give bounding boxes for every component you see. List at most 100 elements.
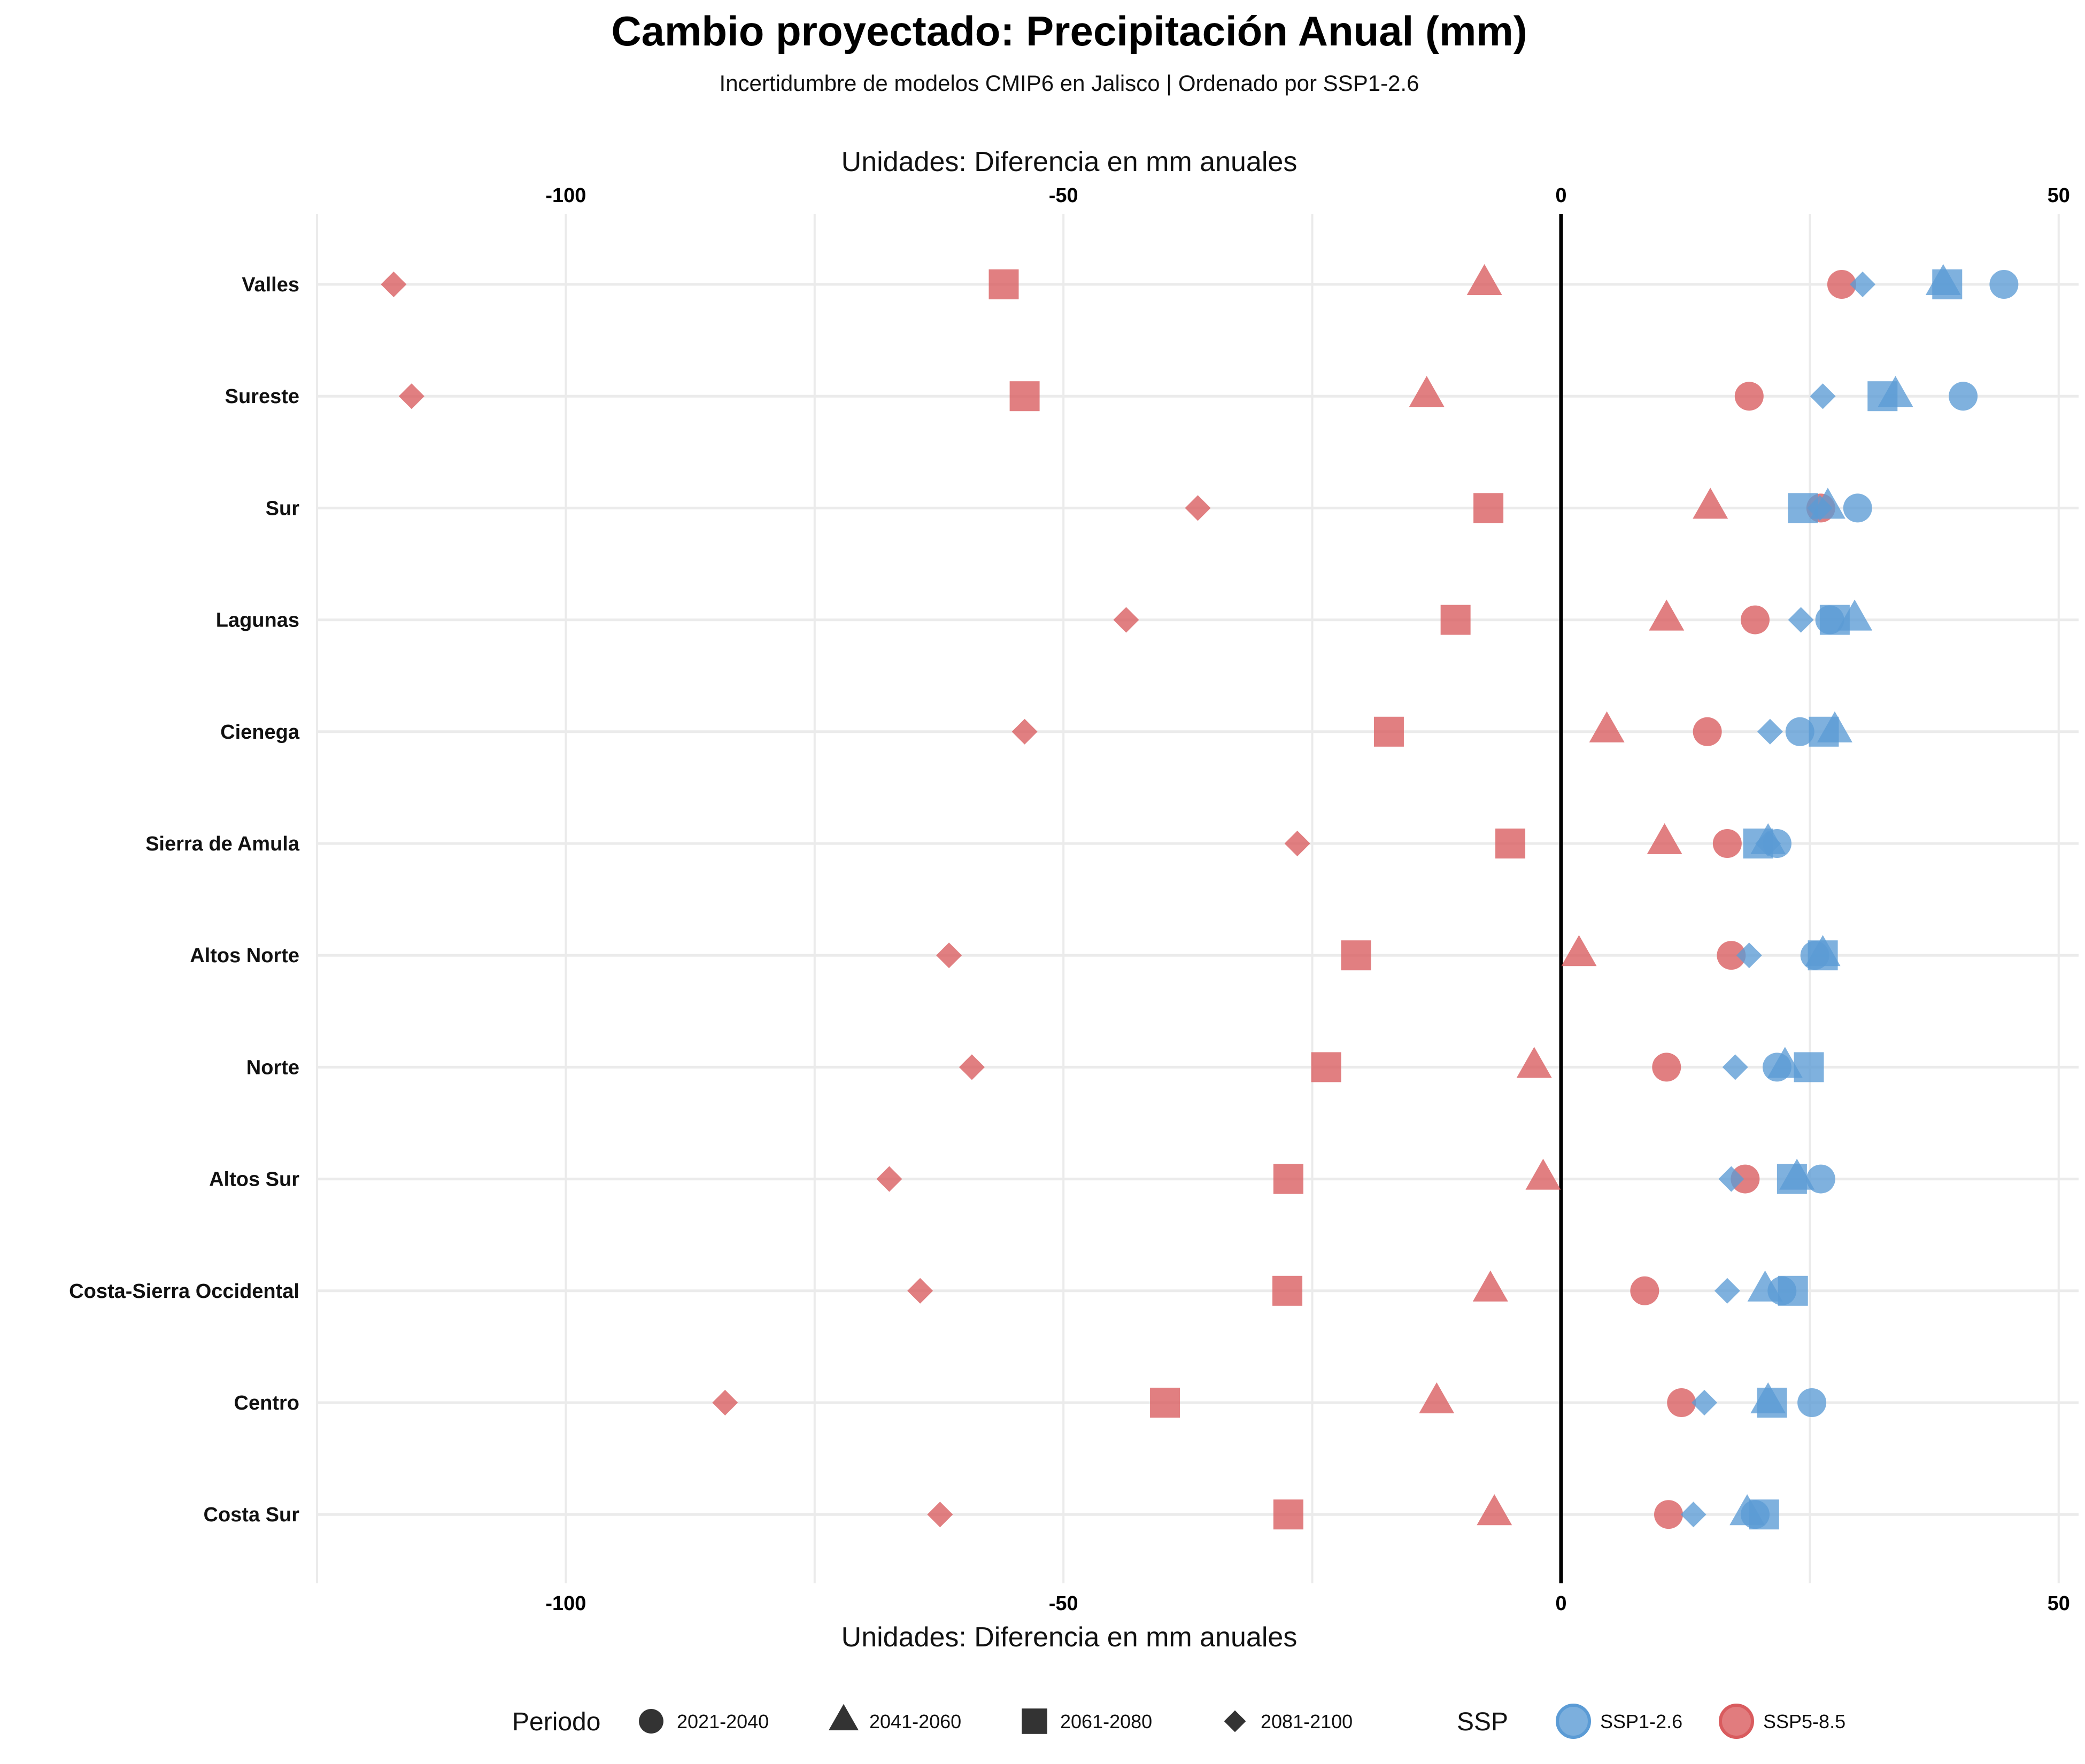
legend-label-period: 2081-2100 bbox=[1261, 1711, 1353, 1732]
point-SSP5-8.5-2081-2100 bbox=[876, 1166, 902, 1192]
point-SSP1-2.6-2081-2100 bbox=[1722, 1054, 1748, 1080]
point-SSP5-8.5-2081-2100 bbox=[959, 1054, 985, 1080]
point-SSP5-8.5-2021-2040 bbox=[1827, 270, 1856, 299]
legend-title-period: Periodo bbox=[512, 1708, 600, 1736]
point-SSP5-8.5-2061-2080 bbox=[1341, 940, 1371, 971]
point-SSP1-2.6-2081-2100 bbox=[1755, 831, 1781, 856]
point-SSP5-8.5-2021-2040 bbox=[1667, 1388, 1696, 1417]
point-SSP5-8.5-2081-2100 bbox=[1185, 495, 1211, 521]
point-SSP1-2.6-2061-2080 bbox=[1794, 1052, 1824, 1082]
legend-color-swatch bbox=[1556, 1704, 1591, 1739]
point-SSP5-8.5-2021-2040 bbox=[1652, 1053, 1681, 1082]
x-tick-label-top: 0 bbox=[1555, 184, 1566, 207]
point-SSP1-2.6-2081-2100 bbox=[1850, 272, 1876, 297]
point-SSP5-8.5-2061-2080 bbox=[1373, 716, 1404, 747]
point-SSP1-2.6-2021-2040 bbox=[1949, 382, 1978, 411]
point-SSP1-2.6-2081-2100 bbox=[1806, 495, 1833, 521]
legend-label-period: 2021-2040 bbox=[677, 1711, 769, 1732]
legend: Periodo SSP 2021-2040 2041-2060 2061-2080 2… bbox=[512, 1704, 1845, 1739]
point-SSP1-2.6-2081-2100 bbox=[1736, 942, 1762, 969]
point-SSP5-8.5-2081-2100 bbox=[936, 942, 962, 969]
point-SSP5-8.5-2041-2060 bbox=[1647, 823, 1682, 854]
x-tick-label-top: 50 bbox=[2048, 184, 2070, 207]
point-SSP5-8.5-2021-2040 bbox=[1731, 1164, 1760, 1194]
point-SSP5-8.5-2021-2040 bbox=[1740, 605, 1770, 635]
legend-label-ssp: SSP1-2.6 bbox=[1600, 1711, 1682, 1732]
chart-title: Cambio proyectado: Precipitación Anual (… bbox=[611, 7, 1527, 55]
point-SSP1-2.6-2041-2060 bbox=[1767, 1047, 1803, 1078]
y-tick-label: Cienega bbox=[220, 721, 300, 744]
y-tick-label: Altos Sur bbox=[209, 1169, 299, 1191]
point-SSP1-2.6-2021-2040 bbox=[1989, 270, 2019, 299]
point-SSP1-2.6-2081-2100 bbox=[1692, 1390, 1718, 1415]
point-SSP1-2.6-2021-2040 bbox=[1785, 717, 1814, 746]
point-SSP1-2.6-2041-2060 bbox=[1747, 1270, 1783, 1302]
legend-shape-square-icon bbox=[1022, 1708, 1047, 1734]
point-SSP5-8.5-2021-2040 bbox=[1734, 382, 1764, 411]
x-tick-label-bottom: -50 bbox=[1049, 1592, 1078, 1615]
point-SSP5-8.5-2061-2080 bbox=[1272, 1275, 1303, 1306]
y-tick-label: Valles bbox=[242, 274, 299, 296]
legend-label-period: 2041-2060 bbox=[869, 1711, 961, 1732]
point-SSP5-8.5-2081-2100 bbox=[381, 272, 407, 297]
legend-shape-triangle-icon bbox=[828, 1704, 859, 1730]
point-SSP1-2.6-2081-2100 bbox=[1714, 1278, 1740, 1304]
point-SSP5-8.5-2041-2060 bbox=[1477, 1494, 1512, 1526]
point-SSP1-2.6-2081-2100 bbox=[1788, 607, 1814, 633]
y-tick-label: Centro bbox=[234, 1392, 299, 1414]
point-SSP1-2.6-2081-2100 bbox=[1680, 1502, 1706, 1528]
point-SSP1-2.6-2061-2080 bbox=[1867, 381, 1898, 412]
point-SSP5-8.5-2081-2100 bbox=[398, 383, 424, 409]
point-SSP5-8.5-2081-2100 bbox=[927, 1502, 953, 1528]
point-SSP1-2.6-2081-2100 bbox=[1718, 1166, 1744, 1192]
point-SSP5-8.5-2061-2080 bbox=[1150, 1388, 1180, 1418]
point-SSP5-8.5-2041-2060 bbox=[1649, 599, 1685, 631]
point-SSP1-2.6-2061-2080 bbox=[1778, 1275, 1808, 1306]
point-SSP5-8.5-2061-2080 bbox=[1273, 1499, 1303, 1530]
point-SSP5-8.5-2021-2040 bbox=[1712, 829, 1742, 858]
point-SSP1-2.6-2021-2040 bbox=[1797, 1388, 1827, 1417]
point-SSP5-8.5-2081-2100 bbox=[1284, 831, 1310, 856]
point-SSP1-2.6-2061-2080 bbox=[1749, 1499, 1779, 1530]
point-SSP1-2.6-2061-2080 bbox=[1777, 1164, 1807, 1194]
point-SSP5-8.5-2081-2100 bbox=[907, 1278, 933, 1304]
point-SSP5-8.5-2041-2060 bbox=[1419, 1382, 1455, 1413]
point-SSP5-8.5-2041-2060 bbox=[1589, 711, 1625, 742]
point-SSP5-8.5-2041-2060 bbox=[1525, 1158, 1561, 1190]
legend-title-ssp: SSP bbox=[1457, 1708, 1508, 1736]
point-SSP5-8.5-2061-2080 bbox=[1273, 1164, 1303, 1194]
point-SSP1-2.6-2081-2100 bbox=[1810, 383, 1836, 409]
legend-shape-circle-icon bbox=[639, 1709, 663, 1734]
y-tick-label: Costa-Sierra Occidental bbox=[69, 1280, 299, 1303]
point-SSP5-8.5-2021-2040 bbox=[1654, 1500, 1684, 1529]
x-axis-title-bottom: Unidades: Diferencia en mm anuales bbox=[841, 1622, 1298, 1653]
y-tick-label: Sureste bbox=[225, 385, 299, 408]
x-tick-label-bottom: 0 bbox=[1555, 1592, 1566, 1615]
point-SSP1-2.6-2021-2040 bbox=[1843, 493, 1872, 523]
legend-color-swatch bbox=[1719, 1704, 1754, 1739]
x-tick-label-top: -50 bbox=[1049, 184, 1078, 207]
point-SSP1-2.6-2061-2080 bbox=[1932, 269, 1963, 299]
point-SSP5-8.5-2021-2040 bbox=[1717, 941, 1746, 970]
data-points bbox=[381, 264, 2019, 1530]
y-tick-label: Norte bbox=[246, 1056, 299, 1079]
chart-subtitle: Incertidumbre de modelos CMIP6 en Jalisc… bbox=[720, 71, 1419, 96]
point-SSP1-2.6-2061-2080 bbox=[1809, 716, 1839, 747]
point-SSP5-8.5-2041-2060 bbox=[1472, 1270, 1508, 1302]
point-SSP5-8.5-2021-2040 bbox=[1630, 1276, 1659, 1305]
y-tick-label: Costa Sur bbox=[204, 1504, 300, 1526]
point-SSP1-2.6-2061-2080 bbox=[1757, 1388, 1787, 1418]
point-SSP5-8.5-2081-2100 bbox=[1113, 607, 1139, 633]
point-SSP5-8.5-2061-2080 bbox=[1495, 829, 1526, 858]
grid bbox=[316, 214, 2079, 1583]
point-SSP5-8.5-2081-2100 bbox=[712, 1390, 738, 1415]
x-axis-ticks: -100 -100 -50 -50 0 0 50 50 bbox=[545, 184, 2070, 1615]
point-SSP5-8.5-2041-2060 bbox=[1409, 376, 1445, 407]
point-SSP1-2.6-2081-2100 bbox=[1757, 718, 1783, 745]
x-tick-label-top: -100 bbox=[545, 184, 586, 207]
y-tick-label: Altos Norte bbox=[190, 945, 299, 967]
y-axis-labels: Valles Sureste Sur Lagunas Cienega Sierra de … bbox=[69, 274, 300, 1526]
point-SSP5-8.5-2061-2080 bbox=[1440, 605, 1471, 635]
legend-shape-diamond-icon bbox=[1224, 1710, 1246, 1732]
